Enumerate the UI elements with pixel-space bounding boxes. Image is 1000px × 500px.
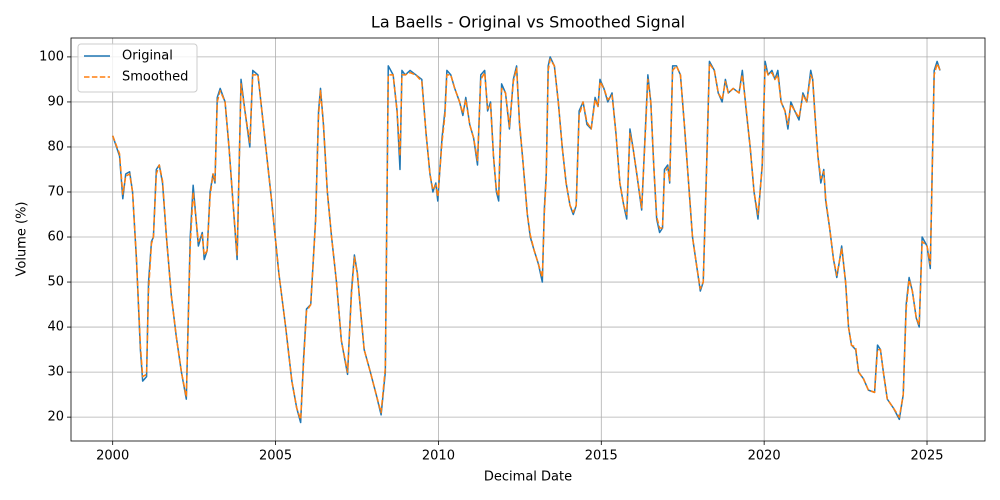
y-tick-label: 100 bbox=[39, 49, 64, 64]
x-tick-label: 2010 bbox=[422, 449, 455, 464]
y-tick-label: 50 bbox=[47, 275, 64, 290]
y-tick-label: 60 bbox=[47, 230, 64, 245]
x-tick-label: 2025 bbox=[910, 449, 943, 464]
plot-frame bbox=[70, 37, 986, 442]
series-line bbox=[111, 58, 941, 421]
y-tick-label: 70 bbox=[47, 184, 64, 199]
legend-label: Original bbox=[122, 49, 173, 64]
legend: Original Smoothed bbox=[77, 43, 198, 93]
y-tick-label: 20 bbox=[47, 410, 64, 425]
grid bbox=[71, 38, 985, 441]
x-tick-label: 2000 bbox=[96, 449, 129, 464]
chart-title: La Baells - Original vs Smoothed Signal bbox=[371, 13, 685, 32]
y-tick-label: 30 bbox=[47, 365, 64, 380]
legend-label: Smoothed bbox=[122, 70, 188, 85]
y-tick-label: 80 bbox=[47, 139, 64, 154]
x-tick-label: 2020 bbox=[748, 449, 781, 464]
y-axis-label: Volume (%) bbox=[15, 202, 30, 277]
plot-lines bbox=[111, 56, 941, 424]
x-tick-label: 2015 bbox=[585, 449, 618, 464]
x-tick-label: 2005 bbox=[259, 449, 292, 464]
y-tick-label: 40 bbox=[47, 320, 64, 335]
y-tick-label: 90 bbox=[47, 94, 64, 109]
x-axis-label: Decimal Date bbox=[484, 470, 572, 485]
